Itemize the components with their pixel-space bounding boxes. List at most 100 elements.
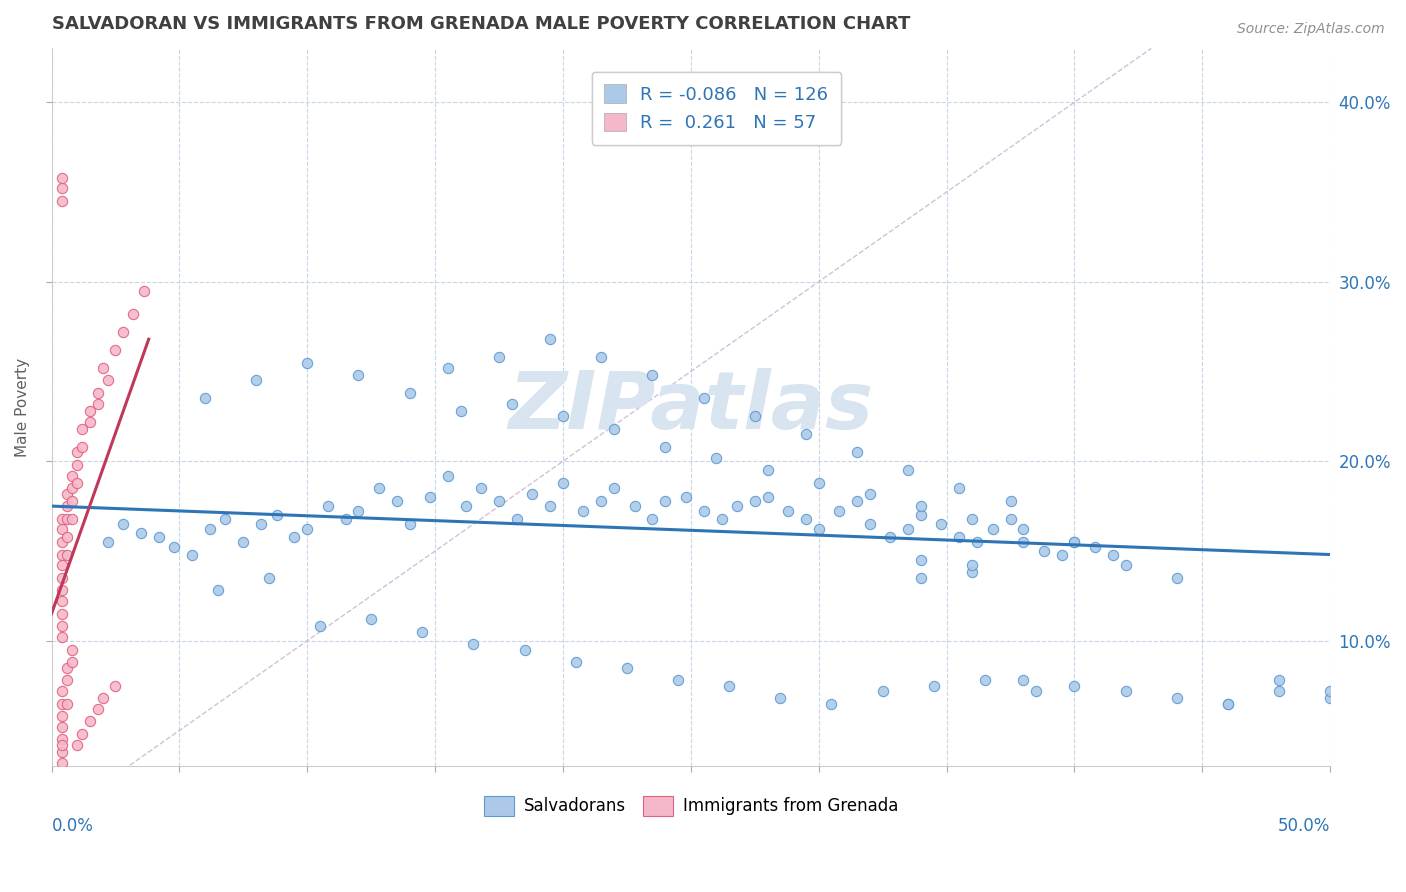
Point [522, 486, 544, 500]
Point [641, 368, 664, 382]
Point [297, 355, 319, 369]
Point [1319, 691, 1341, 706]
Point [1000, 511, 1022, 525]
Point [591, 493, 613, 508]
Point [718, 679, 741, 693]
Point [538, 332, 561, 346]
Point [51, 756, 73, 770]
Point [56, 530, 79, 544]
Point [922, 679, 945, 693]
Point [948, 481, 970, 495]
Point [194, 392, 217, 406]
Point [51, 709, 73, 723]
Point [66, 458, 89, 472]
Point [86, 386, 108, 401]
Point [603, 481, 626, 495]
Point [367, 481, 389, 495]
Point [692, 392, 714, 406]
Point [132, 284, 155, 298]
Point [60, 511, 83, 525]
Point [769, 691, 792, 706]
Point [960, 511, 983, 525]
Point [148, 530, 170, 544]
Point [710, 511, 733, 525]
Point [51, 535, 73, 549]
Point [756, 490, 779, 504]
Point [820, 697, 842, 711]
Point [257, 571, 280, 585]
Point [56, 499, 79, 513]
Point [470, 481, 492, 495]
Point [51, 571, 73, 585]
Point [316, 499, 339, 513]
Point [506, 511, 529, 525]
Point [51, 738, 73, 752]
Point [297, 523, 319, 537]
Point [960, 566, 983, 580]
Point [232, 535, 254, 549]
Point [51, 697, 73, 711]
Point [51, 684, 73, 698]
Point [1012, 535, 1035, 549]
Point [666, 673, 689, 688]
Point [794, 427, 817, 442]
Point [56, 660, 79, 674]
Point [309, 619, 332, 633]
Point [86, 702, 108, 716]
Point [828, 504, 851, 518]
Point [56, 548, 79, 562]
Point [897, 523, 920, 537]
Point [385, 493, 408, 508]
Point [910, 571, 932, 585]
Point [66, 445, 89, 459]
Point [97, 535, 120, 549]
Point [198, 523, 221, 537]
Point [1166, 571, 1188, 585]
Point [960, 558, 983, 573]
Point [463, 637, 485, 651]
Point [51, 607, 73, 621]
Point [910, 508, 932, 522]
Point [419, 490, 441, 504]
Text: Source: ZipAtlas.com: Source: ZipAtlas.com [1237, 22, 1385, 37]
Point [1268, 684, 1291, 698]
Point [250, 516, 273, 531]
Point [56, 486, 79, 500]
Point [538, 499, 561, 513]
Point [1063, 679, 1085, 693]
Point [1012, 523, 1035, 537]
Point [411, 624, 433, 639]
Point [112, 516, 135, 531]
Point [437, 360, 460, 375]
Point [56, 511, 79, 525]
Point [513, 642, 536, 657]
Point [859, 516, 882, 531]
Point [641, 511, 664, 525]
Point [974, 673, 997, 688]
Point [51, 558, 73, 573]
Point [501, 397, 523, 411]
Point [60, 642, 83, 657]
Point [692, 504, 714, 518]
Point [56, 673, 79, 688]
Point [931, 516, 953, 531]
Point [756, 463, 779, 477]
Point [360, 612, 382, 626]
Point [846, 445, 869, 459]
Point [1032, 544, 1054, 558]
Point [60, 493, 83, 508]
Point [51, 594, 73, 608]
Point [79, 714, 101, 729]
Point [872, 684, 894, 698]
Text: 50.0%: 50.0% [1278, 816, 1330, 835]
Point [1115, 684, 1137, 698]
Point [1115, 558, 1137, 573]
Point [51, 181, 73, 195]
Point [79, 404, 101, 418]
Point [910, 499, 932, 513]
Point [454, 499, 477, 513]
Point [51, 745, 73, 759]
Point [846, 493, 869, 508]
Point [347, 368, 370, 382]
Point [807, 523, 830, 537]
